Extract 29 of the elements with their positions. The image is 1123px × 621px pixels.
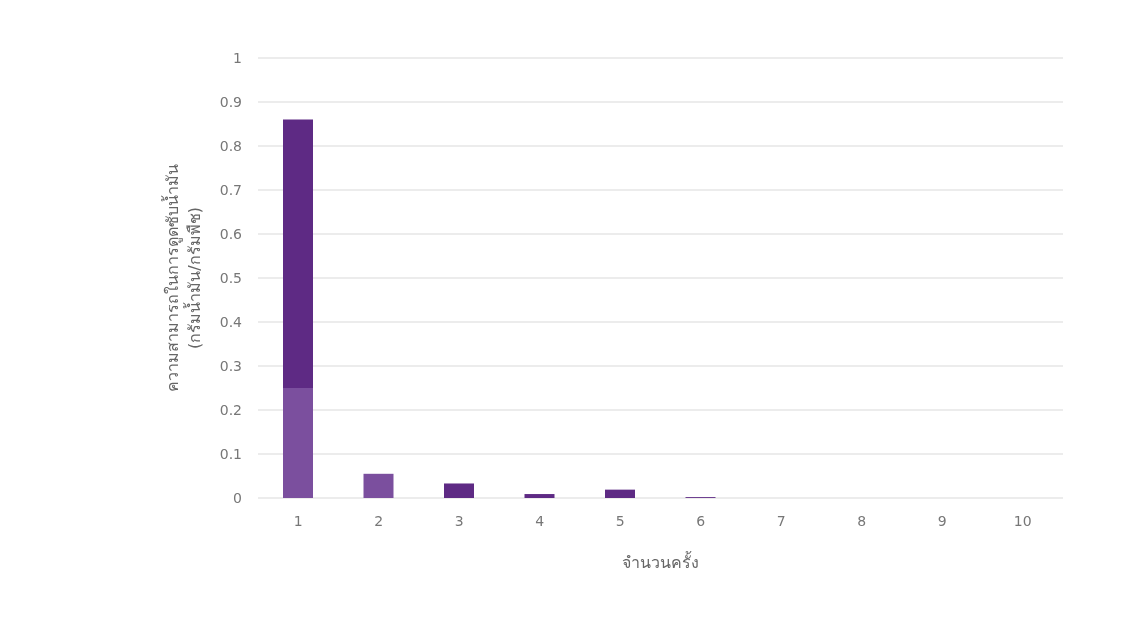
bar xyxy=(283,119,313,388)
y-axis-title: ความสามารถในการดูดซับน้ำมัน (กรัมน้ำมัน/กรัมพืช) xyxy=(161,164,204,392)
bar xyxy=(605,489,635,498)
bar xyxy=(444,483,474,498)
x-tick-label: 5 xyxy=(615,512,625,529)
y-tick-label: 0.4 xyxy=(219,313,243,330)
y-tick-label: 0 xyxy=(233,489,242,506)
y-tick-label: 0.8 xyxy=(219,137,242,154)
x-tick-label: 8 xyxy=(857,512,867,529)
y-tick-label: 0.5 xyxy=(219,269,242,286)
y-tick-label: 0.7 xyxy=(219,181,242,198)
y-tick-label: 0.2 xyxy=(219,401,242,418)
y-tick-label: 0.9 xyxy=(219,93,242,110)
bar xyxy=(524,494,555,498)
bar xyxy=(363,473,394,498)
x-tick-label: 10 xyxy=(1013,512,1032,529)
x-tick-label: 3 xyxy=(454,512,464,529)
x-axis-title: จำนวนครั้ง xyxy=(622,551,699,572)
x-tick-label: 9 xyxy=(937,512,947,529)
y-tick-label: 0.3 xyxy=(219,357,242,374)
y-tick-label: 0.6 xyxy=(219,225,243,242)
x-tick-label: 2 xyxy=(374,512,384,529)
bar xyxy=(283,388,313,498)
x-tick-label: 1 xyxy=(293,512,303,529)
x-tick-label: 6 xyxy=(696,512,706,529)
y-tick-label: 1 xyxy=(233,49,242,66)
x-tick-label: 7 xyxy=(776,512,786,529)
x-tick-label: 4 xyxy=(535,512,545,529)
y-tick-label: 0.1 xyxy=(219,445,242,462)
